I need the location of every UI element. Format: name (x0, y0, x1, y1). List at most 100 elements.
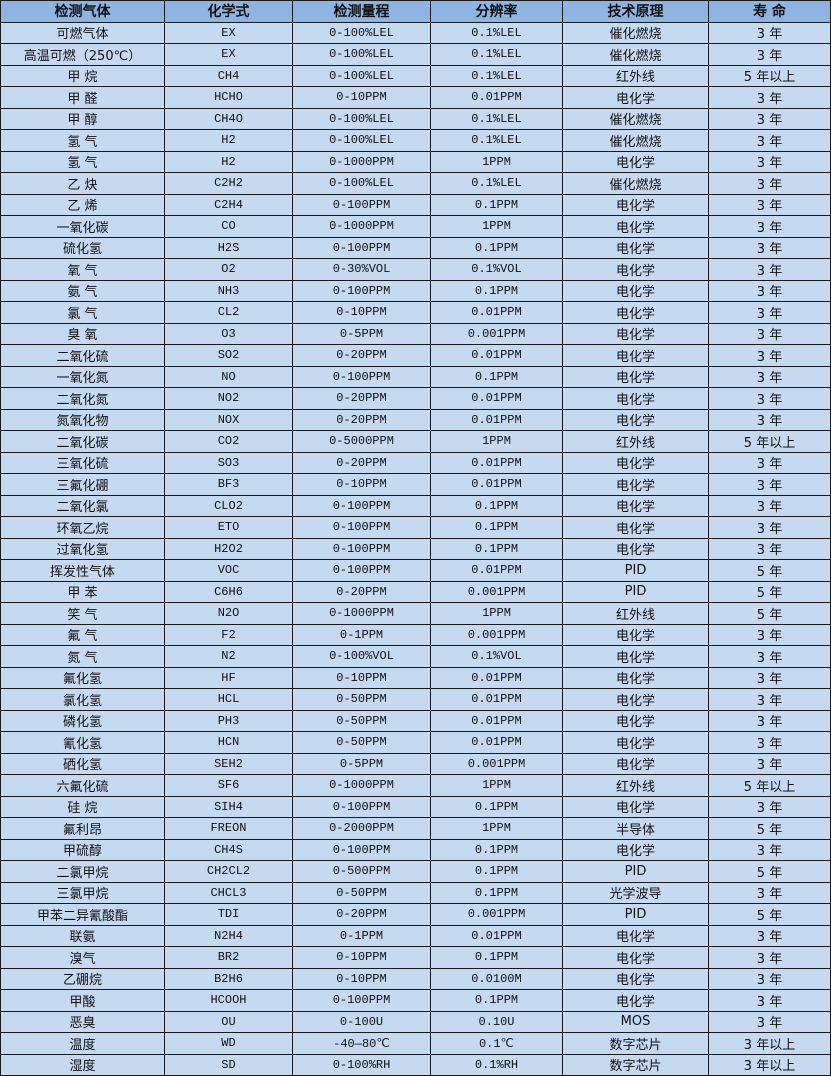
header-range: 检测量程 (292, 0, 431, 23)
table-row: 磷化氢 PH3 0-50PPM 0.01PPM 电化学 3 年 (0, 709, 831, 732)
cell-gas-name: 二氧化硫 (0, 344, 165, 367)
cell-gas-name: 氟化氢 (0, 666, 165, 689)
cell-gas-name: 一氧化碳 (0, 215, 165, 238)
table-row: 高温可燃（250℃） EX 0-100%LEL 0.1%LEL 催化燃烧 3 年 (0, 43, 831, 66)
cell-gas-name: 氟 气 (0, 623, 165, 646)
cell-principle: 电化学 (562, 451, 709, 474)
table-row: 氮氧化物 NOX 0-20PPM 0.01PPM 电化学 3 年 (0, 408, 831, 431)
cell-range: 0-1PPM (292, 924, 431, 947)
cell-gas-name: 联氨 (0, 924, 165, 947)
cell-formula: BF3 (164, 473, 293, 496)
cell-range: 0-20PPM (292, 344, 431, 367)
cell-resolution: 0.1PPM (430, 494, 563, 517)
cell-lifespan: 3 年 (708, 236, 831, 259)
cell-principle: 电化学 (562, 946, 709, 969)
cell-principle: 数字芯片 (562, 1032, 709, 1055)
cell-range: 0-5000PPM (292, 430, 431, 453)
cell-gas-name: 硅 烷 (0, 795, 165, 818)
cell-range: 0-10PPM (292, 666, 431, 689)
cell-formula: N2H4 (164, 924, 293, 947)
cell-resolution: 1PPM (430, 774, 563, 797)
cell-resolution: 0.1%VOL (430, 645, 563, 668)
cell-resolution: 0.1PPM (430, 193, 563, 216)
cell-gas-name: 可燃气体 (0, 21, 165, 44)
cell-lifespan: 5 年 (708, 860, 831, 883)
table-row: 氢 气 H2 0-100%LEL 0.1%LEL 催化燃烧 3 年 (0, 129, 831, 152)
cell-range: 0-1000PPM (292, 602, 431, 625)
cell-gas-name: 氟利昂 (0, 817, 165, 840)
table-row: 甲 苯 C6H6 0-20PPM 0.001PPM PID 5 年 (0, 580, 831, 603)
cell-range: 0-100%LEL (292, 43, 431, 66)
cell-resolution: 0.1%LEL (430, 172, 563, 195)
cell-lifespan: 3 年 (708, 494, 831, 517)
cell-range: 0-20PPM (292, 408, 431, 431)
table-row: 氟化氢 HF 0-10PPM 0.01PPM 电化学 3 年 (0, 666, 831, 689)
cell-gas-name: 乙 烯 (0, 193, 165, 216)
table-row: 三氯甲烷 CHCL3 0-50PPM 0.1PPM 光学波导 3 年 (0, 881, 831, 904)
cell-lifespan: 3 年 (708, 107, 831, 130)
cell-resolution: 0.01PPM (430, 688, 563, 711)
cell-formula: NOX (164, 408, 293, 431)
cell-range: 0-100%LEL (292, 64, 431, 87)
cell-gas-name: 二氧化氮 (0, 387, 165, 410)
cell-resolution: 0.01PPM (430, 559, 563, 582)
cell-gas-name: 温度 (0, 1032, 165, 1055)
cell-formula: HCN (164, 731, 293, 754)
cell-lifespan: 3 年 (708, 1010, 831, 1033)
header-gas: 检测气体 (0, 0, 165, 23)
table-row: 氢 气 H2 0-1000PPM 1PPM 电化学 3 年 (0, 150, 831, 173)
cell-principle: 电化学 (562, 516, 709, 539)
cell-principle: 数字芯片 (562, 1053, 709, 1076)
table-row: 甲 醛 HCHO 0-10PPM 0.01PPM 电化学 3 年 (0, 86, 831, 109)
cell-formula: NO2 (164, 387, 293, 410)
cell-resolution: 0.1PPM (430, 537, 563, 560)
cell-range: 0-100PPM (292, 365, 431, 388)
cell-gas-name: 甲苯二异氰酸酯 (0, 903, 165, 926)
table-row: 甲酸 HCOOH 0-100PPM 0.1PPM 电化学 3 年 (0, 989, 831, 1012)
cell-formula: C2H2 (164, 172, 293, 195)
cell-resolution: 0.01PPM (430, 473, 563, 496)
cell-formula: N2O (164, 602, 293, 625)
table-row: 恶臭 OU 0-100U 0.10U MOS 3 年 (0, 1010, 831, 1033)
cell-lifespan: 5 年 (708, 580, 831, 603)
table-row: 一氧化碳 CO 0-1000PPM 1PPM 电化学 3 年 (0, 215, 831, 238)
cell-principle: 电化学 (562, 838, 709, 861)
header-resolution: 分辨率 (430, 0, 563, 23)
cell-lifespan: 3 年 (708, 365, 831, 388)
cell-range: 0-100PPM (292, 838, 431, 861)
table-row: 氟 气 F2 0-1PPM 0.001PPM 电化学 3 年 (0, 623, 831, 646)
cell-lifespan: 3 年 (708, 215, 831, 238)
cell-resolution: 0.1%LEL (430, 64, 563, 87)
cell-principle: 电化学 (562, 537, 709, 560)
cell-formula: PH3 (164, 709, 293, 732)
cell-range: 0-10PPM (292, 86, 431, 109)
cell-principle: PID (562, 860, 709, 883)
cell-gas-name: 氨 气 (0, 279, 165, 302)
cell-lifespan: 3 年 (708, 150, 831, 173)
cell-range: 0-5PPM (292, 322, 431, 345)
table-row: 乙硼烷 B2H6 0-10PPM 0.0100M 电化学 3 年 (0, 967, 831, 990)
cell-gas-name: 氯化氢 (0, 688, 165, 711)
cell-formula: SO3 (164, 451, 293, 474)
cell-range: 0-100%VOL (292, 645, 431, 668)
cell-range: 0-50PPM (292, 881, 431, 904)
cell-gas-name: 六氟化硫 (0, 774, 165, 797)
cell-formula: B2H6 (164, 967, 293, 990)
cell-formula: H2 (164, 129, 293, 152)
cell-gas-name: 硒化氢 (0, 752, 165, 775)
cell-principle: 电化学 (562, 322, 709, 345)
cell-formula: HCL (164, 688, 293, 711)
cell-lifespan: 3 年 (708, 795, 831, 818)
table-row: 环氧乙烷 ETO 0-100PPM 0.1PPM 电化学 3 年 (0, 516, 831, 539)
table-row: 臭 氧 O3 0-5PPM 0.001PPM 电化学 3 年 (0, 322, 831, 345)
cell-formula: OU (164, 1010, 293, 1033)
cell-resolution: 0.01PPM (430, 301, 563, 324)
cell-lifespan: 3 年 (708, 688, 831, 711)
cell-lifespan: 3 年 (708, 279, 831, 302)
cell-resolution: 1PPM (430, 430, 563, 453)
cell-principle: 电化学 (562, 645, 709, 668)
cell-principle: 红外线 (562, 602, 709, 625)
cell-lifespan: 3 年 (708, 752, 831, 775)
table-row: 甲 醇 CH4O 0-100%LEL 0.1%LEL 催化燃烧 3 年 (0, 107, 831, 130)
cell-resolution: 1PPM (430, 150, 563, 173)
